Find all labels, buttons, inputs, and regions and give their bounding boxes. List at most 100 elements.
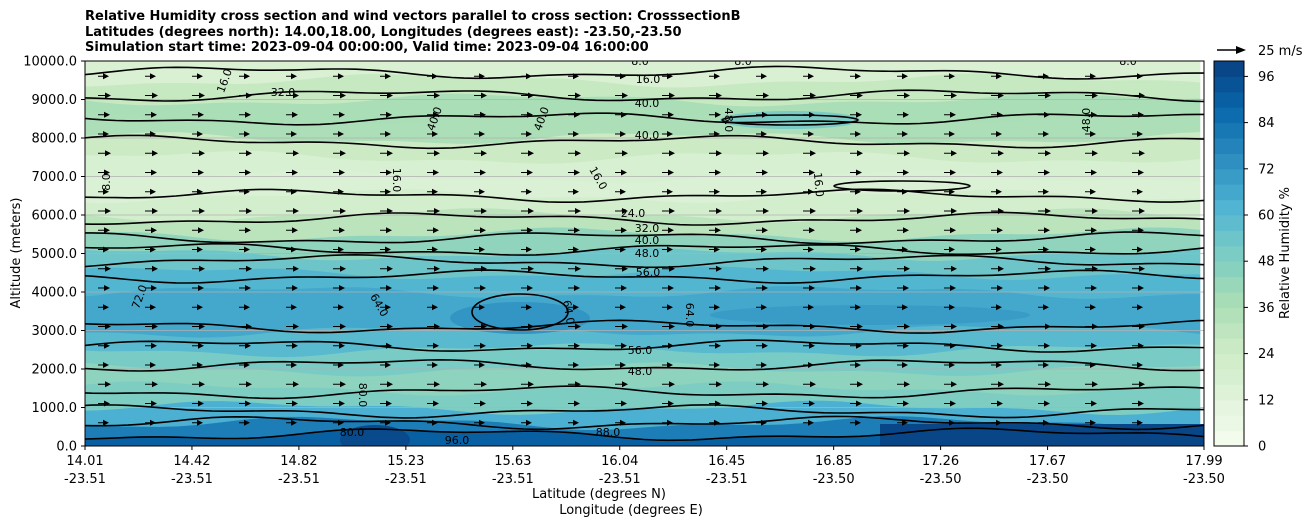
wind-vector-head xyxy=(902,73,908,80)
wind-vector-head xyxy=(481,208,487,214)
wind-vector-head xyxy=(902,362,908,368)
wind-vector-head xyxy=(103,246,109,253)
wind-vector-head xyxy=(245,169,251,176)
wind-vector-head xyxy=(527,342,533,349)
wind-vector-head xyxy=(1138,400,1144,407)
wind-vector-head xyxy=(714,246,720,253)
wind-vector-head xyxy=(856,342,862,349)
rh-contour-closed xyxy=(721,114,859,126)
colorbar-segment xyxy=(1214,322,1244,339)
wind-vector-head xyxy=(197,131,203,137)
wind-vector-head xyxy=(1137,362,1143,368)
chart-title: Relative Humidity cross section and wind… xyxy=(85,9,741,56)
colorbar-tick-label: 96 xyxy=(1258,70,1275,85)
wind-vector-head xyxy=(809,227,815,234)
wind-vector-head xyxy=(622,150,628,157)
x-tick-label-lon: -23.51 xyxy=(278,472,320,487)
wind-vector-head xyxy=(385,246,391,253)
wind-vector-head xyxy=(950,111,956,118)
wind-vector-head xyxy=(575,92,581,99)
wind-vector-head xyxy=(527,54,533,60)
wind-vector-head xyxy=(761,304,767,311)
wind-vector-head xyxy=(763,92,769,99)
colorbar-segment xyxy=(1214,184,1244,201)
wind-vector-head xyxy=(574,111,580,118)
wind-vector-head xyxy=(481,265,487,272)
wind-vector-head xyxy=(716,150,722,157)
wind-vector-head xyxy=(292,285,298,291)
wind-vector-head xyxy=(479,188,485,195)
wind-vector-head xyxy=(715,227,721,234)
y-axis-label: Altitude (meters) xyxy=(9,198,24,309)
wind-vector-head xyxy=(385,304,391,311)
x-tick-label-lon: -23.51 xyxy=(171,472,213,487)
contour-label: 40.0 xyxy=(635,234,660,247)
wind-vector-head xyxy=(574,54,580,60)
wind-vector-head xyxy=(949,304,955,311)
wind-vector-head xyxy=(714,131,720,137)
wind-vector-head xyxy=(198,227,204,234)
wind-vector-head xyxy=(809,342,815,349)
wind-vector-head xyxy=(244,419,250,426)
wind-vector-head xyxy=(1091,342,1097,349)
colorbar-segment xyxy=(1214,215,1244,231)
wind-vector-head xyxy=(622,323,628,330)
y-axis: 0.0 1000.0 2000.0 3000.0 4000.0 5000.0 6000.0 7… xyxy=(23,55,85,455)
wind-vector-head xyxy=(903,400,909,407)
wind-vector-head xyxy=(432,362,438,368)
wind-vector-head xyxy=(385,73,391,80)
wind-vector-head xyxy=(292,169,298,176)
wind-vector-head xyxy=(293,92,299,99)
wind-vector-head xyxy=(387,381,393,388)
wind-vector-head xyxy=(1138,111,1144,118)
wind-vector-head xyxy=(669,92,675,99)
x-tick-label-lon: -23.51 xyxy=(492,472,534,487)
wind-vector-head xyxy=(339,285,345,291)
wind-vector-head xyxy=(996,246,1002,253)
wind-vector-head xyxy=(809,54,815,60)
wind-vector-head xyxy=(622,208,628,214)
wind-vector-head xyxy=(199,323,205,330)
wind-vector-head xyxy=(293,323,299,330)
rh-contour-line xyxy=(85,134,1204,150)
wind-vector-head xyxy=(103,362,109,368)
wind-vector-head xyxy=(714,362,720,368)
wind-vector-head xyxy=(480,227,486,234)
wind-vector-head xyxy=(197,362,203,368)
y-tick-label: 10000.0 xyxy=(23,55,77,70)
colorbar-tick-label: 60 xyxy=(1258,209,1275,224)
y-tick-label: 2000.0 xyxy=(32,363,78,378)
wind-vector-head xyxy=(667,362,673,368)
wind-vector-head xyxy=(526,246,532,253)
wind-vector-head xyxy=(998,150,1004,157)
wind-vector-head xyxy=(480,342,486,349)
wind-vector-head xyxy=(1137,246,1143,253)
wind-vector-head xyxy=(904,265,910,272)
wind-vector-head xyxy=(857,381,863,388)
wind-vector-head xyxy=(385,419,391,426)
wind-vector-head xyxy=(1043,419,1049,426)
wind-vector-head xyxy=(996,188,1002,195)
wind-vector-head xyxy=(339,54,345,60)
wind-vector-head xyxy=(951,323,957,330)
x-tick-label-lat: 17.99 xyxy=(1185,454,1222,469)
y-tick-label: 4000.0 xyxy=(32,286,78,301)
wind-vector-head xyxy=(667,246,673,253)
wind-vector-head xyxy=(245,342,251,349)
rh-contour-line xyxy=(85,385,1204,400)
contour-label: 8.0 xyxy=(631,55,649,68)
wind-vector-head xyxy=(997,285,1003,291)
wind-vector-head xyxy=(386,111,392,118)
wind-vector-head xyxy=(291,362,297,368)
wind-vector-head xyxy=(1090,246,1096,253)
contour-label: 48.0 xyxy=(628,365,653,378)
wind-vector-head xyxy=(387,265,393,272)
wind-key-arrow-head xyxy=(1236,46,1246,54)
wind-vector-head xyxy=(434,323,440,330)
wind-vector-head xyxy=(1091,285,1097,291)
wind-vector-head xyxy=(809,400,815,407)
wind-vector-head xyxy=(339,400,345,407)
rh-contour-line xyxy=(85,242,1204,256)
colorbar: 0 12 24 36 48 60 72 84 96 xyxy=(1213,60,1275,455)
wind-vector-head xyxy=(1137,304,1143,311)
